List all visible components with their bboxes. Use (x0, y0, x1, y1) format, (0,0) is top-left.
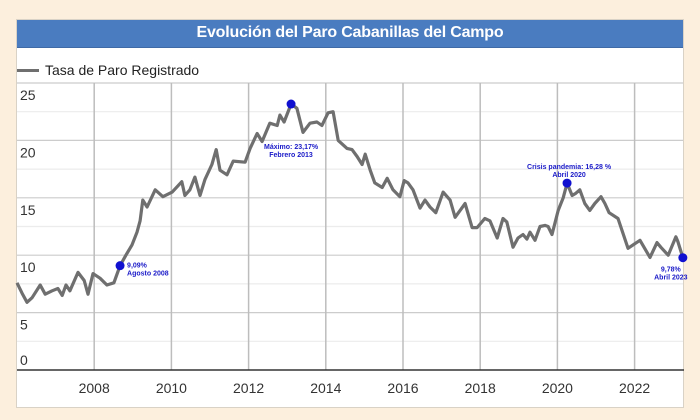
annotation-label: Máximo: 23,17% (264, 144, 319, 151)
series-line-tasa-paro (15, 102, 685, 304)
x-tick-label: 2018 (465, 380, 496, 396)
y-tick-label: 10 (20, 259, 36, 275)
x-tick-label: 2016 (387, 380, 418, 396)
chart-panel: Evolución del Paro Cabanillas del Campo … (16, 19, 684, 408)
annotation-marker[interactable] (562, 178, 572, 188)
annotation-marker[interactable] (678, 253, 688, 263)
legend-swatch (17, 68, 39, 72)
x-tick-label: 2008 (79, 380, 110, 396)
legend: Tasa de Paro Registrado (17, 60, 199, 80)
y-axis-ticks: 0 5 10 15 20 25 (20, 87, 36, 368)
annotation-label: Crisis pandemia: 16,28 % (527, 164, 612, 171)
annotation-sublabel: Agosto 2008 (127, 271, 169, 278)
annotation-marker[interactable] (286, 99, 296, 109)
annotation-sublabel: Febrero 2013 (269, 152, 313, 159)
annotation-markers: 9,09%Agosto 2008 Máximo: 23,17%Febrero 20… (115, 99, 688, 282)
y-tick-label: 25 (20, 87, 36, 103)
x-tick-label: 2022 (619, 380, 650, 396)
x-tick-label: 2012 (233, 380, 264, 396)
annotation-sublabel: Abril 2020 (552, 172, 586, 179)
y-tick-label: 20 (20, 144, 36, 160)
annotation-label: 9,09% (127, 263, 148, 270)
y-tick-label: 5 (20, 317, 28, 333)
annotation-label: 9,78% (661, 267, 682, 274)
annotation-marker[interactable] (115, 261, 125, 271)
y-tick-label: 15 (20, 202, 36, 218)
x-tick-label: 2014 (310, 380, 341, 396)
x-axis-ticks: 2008 2010 2012 2014 2016 2018 2020 2022 (79, 380, 651, 396)
legend-label: Tasa de Paro Registrado (45, 62, 200, 78)
gridlines (17, 82, 683, 370)
x-tick-label: 2010 (156, 380, 187, 396)
chart-title: Evolución del Paro Cabanillas del Campo (17, 20, 683, 48)
annotation-sublabel: Abril 2023 (654, 275, 688, 282)
x-tick-label: 2020 (542, 380, 573, 396)
y-tick-label: 0 (20, 352, 28, 368)
